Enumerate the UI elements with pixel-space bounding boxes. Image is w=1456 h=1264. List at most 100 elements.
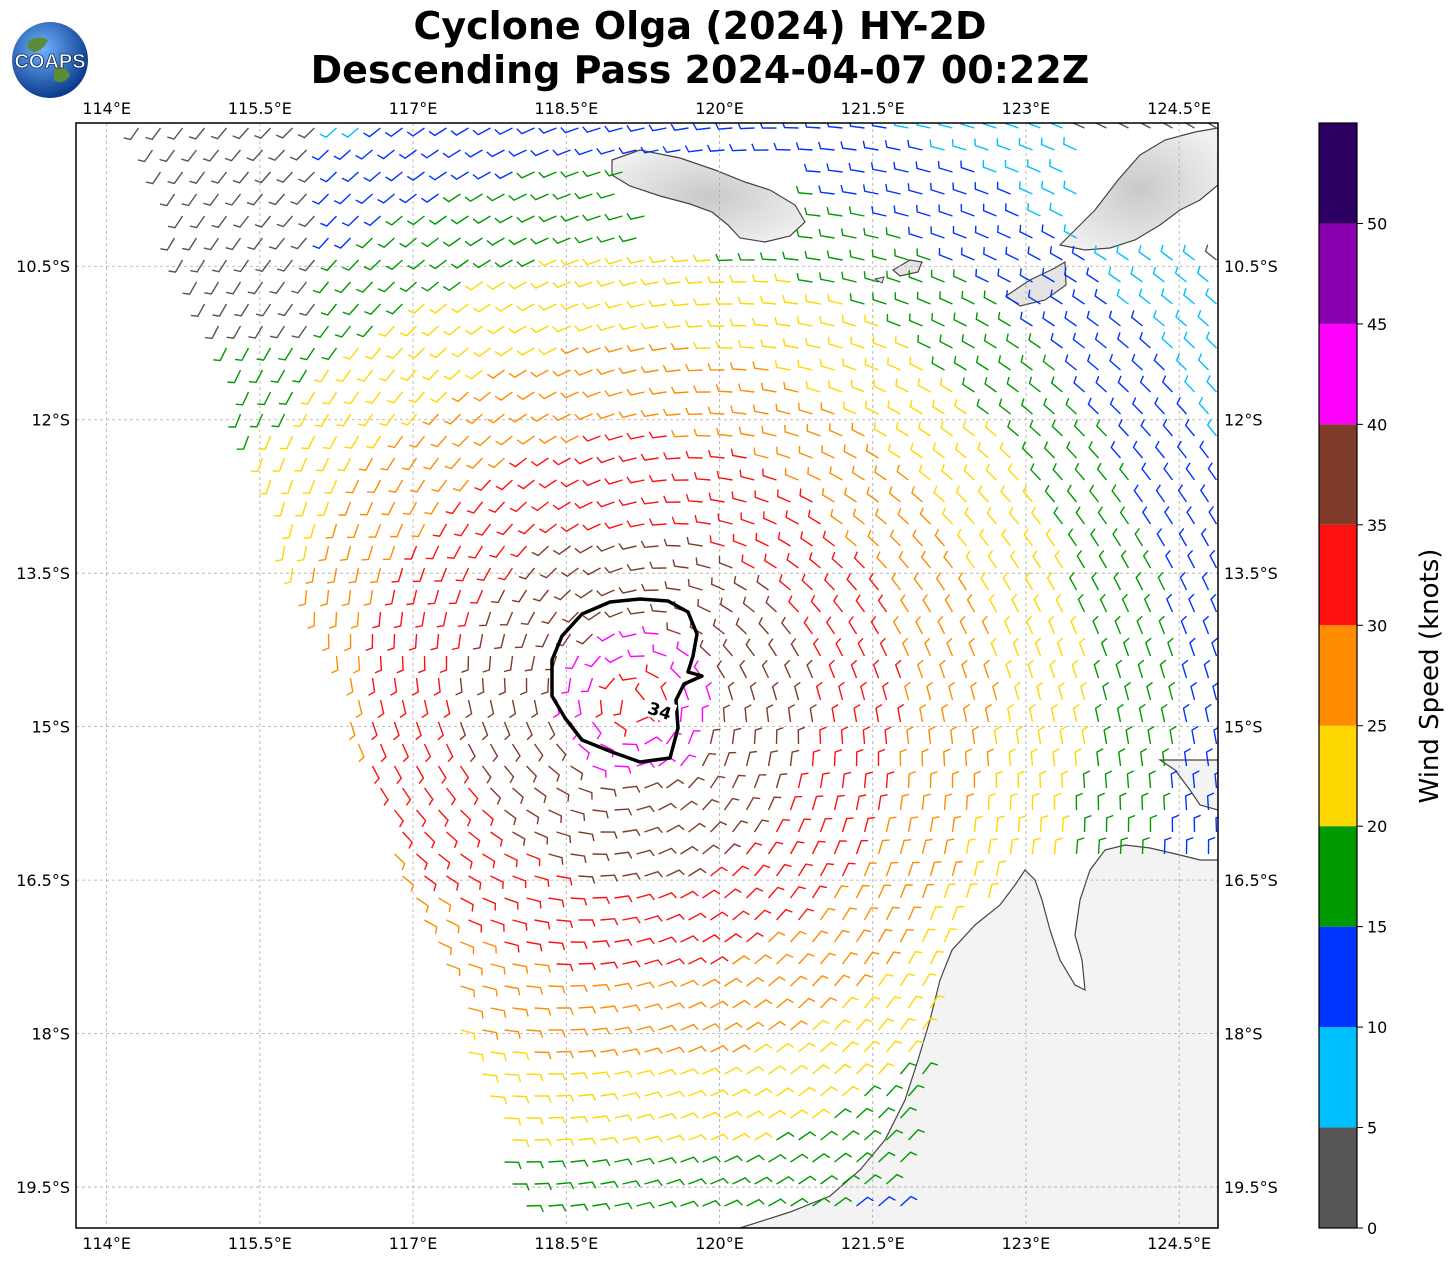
wind-barb xyxy=(273,501,286,517)
wind-barb xyxy=(482,1073,499,1083)
wind-barb xyxy=(687,578,703,591)
wind-barb xyxy=(548,1072,566,1081)
wind-barb xyxy=(339,545,352,561)
wind-barb xyxy=(600,787,617,797)
wind-barb xyxy=(943,883,956,899)
wind-barb xyxy=(1199,440,1210,459)
wind-barb xyxy=(1077,593,1086,613)
wind-barb xyxy=(530,457,549,467)
wind-barb xyxy=(552,193,571,200)
wind-barb xyxy=(318,545,330,562)
wind-barb xyxy=(840,228,857,239)
wind-barb xyxy=(486,369,505,379)
wind-barb xyxy=(899,1062,917,1075)
wind-barb xyxy=(862,184,879,195)
wind-barb xyxy=(482,1029,499,1040)
wind-barb xyxy=(235,391,250,406)
wind-barb xyxy=(526,985,543,995)
wind-barb xyxy=(556,831,572,844)
wind-barb xyxy=(539,523,557,534)
wind-barb xyxy=(790,1109,809,1119)
wind-barb xyxy=(964,748,973,767)
wind-barb xyxy=(402,875,415,892)
wind-barb xyxy=(438,853,451,870)
wind-barb xyxy=(768,1020,787,1031)
wind-barb xyxy=(357,743,365,763)
wind-barb xyxy=(1188,593,1196,613)
wind-barb xyxy=(626,300,645,308)
wind-barb xyxy=(658,1201,677,1208)
wind-barb xyxy=(1205,331,1217,349)
wind-barb xyxy=(325,523,338,539)
wind-barb xyxy=(530,237,549,245)
wind-barb xyxy=(1027,202,1041,217)
wind-barb xyxy=(755,532,769,547)
wind-barb xyxy=(841,996,859,1009)
wind-barb xyxy=(1055,593,1064,613)
wind-barb xyxy=(578,962,596,971)
wind-barb xyxy=(1094,332,1107,349)
wind-barb xyxy=(1115,659,1123,679)
wind-barb xyxy=(722,638,734,657)
colorbar-tick-label: 25 xyxy=(1367,717,1387,736)
wind-barb xyxy=(181,193,198,207)
wind-barb xyxy=(578,919,596,927)
wind-barb xyxy=(805,380,821,393)
wind-barb xyxy=(562,611,579,623)
wind-barb xyxy=(446,875,459,891)
wind-barb xyxy=(552,281,571,289)
wind-barb xyxy=(319,171,337,183)
wind-barb xyxy=(812,1108,830,1119)
wind-barb xyxy=(1207,836,1216,855)
wind-barb xyxy=(752,404,769,415)
coaps-logo: COAPS xyxy=(12,22,88,98)
wind-barb xyxy=(299,303,316,317)
wind-barb xyxy=(275,127,293,139)
wind-barb xyxy=(778,574,791,591)
wind-barb xyxy=(798,445,813,459)
wind-barb xyxy=(900,1151,918,1163)
wind-barb xyxy=(776,1087,795,1097)
wind-barb xyxy=(702,1067,721,1075)
wind-barb xyxy=(516,215,535,223)
wind-barb xyxy=(934,528,946,547)
wind-barb xyxy=(424,919,438,935)
wind-barb xyxy=(367,479,382,494)
wind-barb xyxy=(1134,528,1144,547)
wind-barb xyxy=(313,369,330,383)
wind-barb xyxy=(819,772,830,789)
wind-barb xyxy=(819,907,836,921)
wind-barb xyxy=(1139,375,1151,393)
wind-barb xyxy=(530,281,549,289)
wind-barb xyxy=(604,345,623,353)
wind-barb xyxy=(666,1090,685,1098)
wind-barb xyxy=(930,226,945,239)
wind-barb xyxy=(355,699,363,719)
wind-barb xyxy=(648,256,667,264)
wind-barb xyxy=(872,336,887,349)
wind-barb xyxy=(618,147,637,155)
wind-barb xyxy=(831,703,839,723)
wind-barb xyxy=(472,171,491,180)
wind-barb xyxy=(662,277,681,285)
wind-barb xyxy=(908,226,923,239)
wind-barb xyxy=(1163,462,1174,481)
colorbar-tick-label: 20 xyxy=(1367,817,1387,836)
wind-barb xyxy=(1157,571,1166,591)
wind-barb xyxy=(494,303,513,313)
wind-barb xyxy=(570,984,588,993)
wind-barb xyxy=(626,388,645,396)
wind-barb xyxy=(1031,837,1041,855)
wind-barb xyxy=(1201,571,1210,591)
wind-barb xyxy=(971,726,980,745)
wind-barb xyxy=(1189,637,1196,657)
wind-barb xyxy=(975,312,989,327)
wind-barb xyxy=(763,553,777,569)
wind-barb xyxy=(509,699,517,719)
wind-barb xyxy=(1053,837,1063,855)
wind-barb xyxy=(482,941,497,954)
colorbar-bin xyxy=(1319,826,1357,927)
wind-barb xyxy=(342,303,360,316)
wind-barb xyxy=(343,391,360,405)
wind-barb xyxy=(1138,288,1151,305)
